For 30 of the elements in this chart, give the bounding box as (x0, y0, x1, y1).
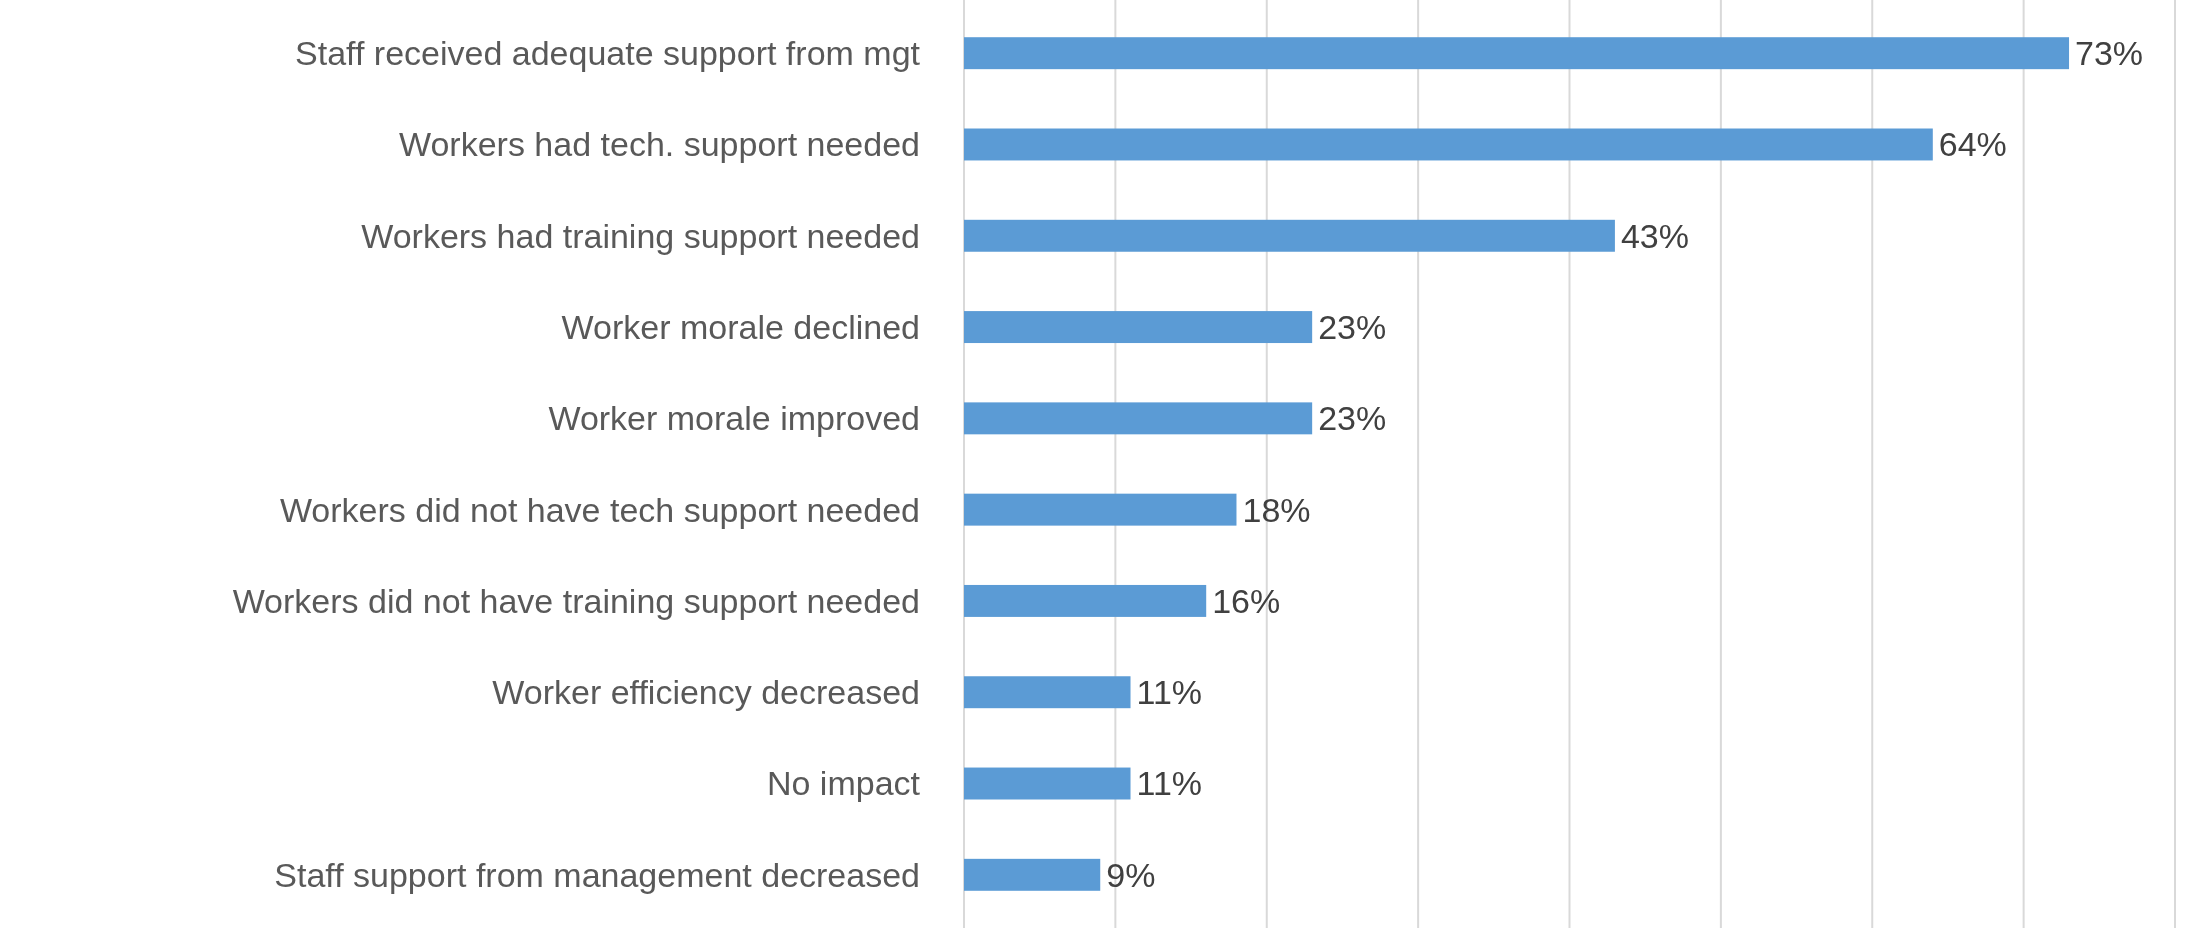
bar (964, 858, 1101, 891)
bar (964, 37, 2070, 70)
y-tick-label: Workers had training support needed (361, 216, 920, 255)
y-tick-label: No impact (766, 764, 921, 803)
y-tick-label: Workers did not have training support needed (232, 581, 920, 620)
bar (964, 676, 1131, 709)
data-label: 16% (1212, 581, 1281, 620)
bar (964, 767, 1131, 800)
bar (964, 311, 1313, 344)
y-tick-label: Staff received adequate support from mgt (295, 34, 921, 73)
y-tick-label: Worker morale declined (561, 307, 920, 346)
y-tick-label: Workers did not have tech support needed (279, 490, 920, 529)
bar (964, 128, 1933, 161)
y-tick-label: Staff support from management decreased (274, 855, 920, 894)
data-label: 43% (1620, 216, 1689, 255)
data-label: 64% (1938, 125, 2007, 164)
data-label: 11% (1136, 673, 1203, 712)
data-label: 18% (1242, 490, 1311, 529)
data-label: 11% (1136, 764, 1203, 803)
y-tick-label: Workers had tech. support needed (398, 125, 920, 164)
bar (964, 584, 1207, 617)
y-tick-label: Worker morale improved (548, 399, 920, 438)
data-label: 23% (1318, 399, 1387, 438)
bar (964, 402, 1313, 435)
bar (964, 493, 1237, 526)
bar (964, 219, 1615, 252)
y-tick-label: Worker efficiency decreased (492, 673, 920, 712)
data-label: 73% (2075, 34, 2144, 73)
data-label: 23% (1318, 307, 1387, 346)
data-label: 9% (1106, 855, 1156, 894)
